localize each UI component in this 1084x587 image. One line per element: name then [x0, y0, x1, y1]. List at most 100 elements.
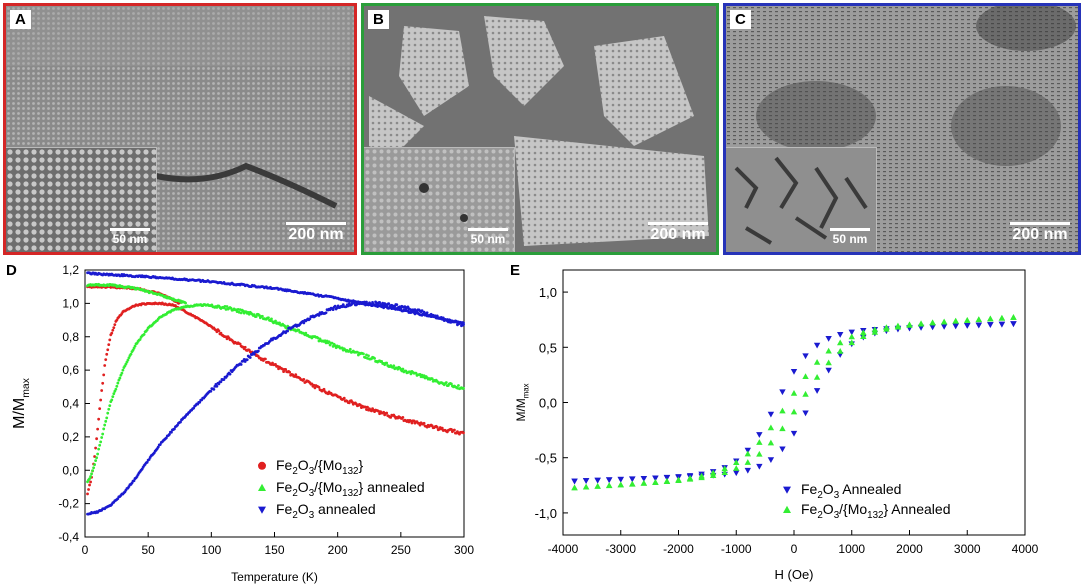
x-tick-label: 200 [328, 543, 348, 557]
data-point [664, 478, 670, 484]
data-point [583, 478, 589, 484]
data-point [106, 412, 109, 415]
data-point [814, 388, 820, 394]
data-point [104, 358, 107, 361]
data-point [367, 354, 370, 357]
legend-marker-1 [258, 484, 266, 491]
data-point [756, 451, 762, 457]
y-tick-label: 0,6 [62, 363, 79, 377]
y-tick-label: 0,4 [62, 397, 79, 411]
y-axis-label: M/Mmax [11, 377, 32, 429]
data-point [116, 382, 119, 385]
data-point [768, 457, 774, 463]
data-point [453, 429, 456, 432]
data-point [768, 412, 774, 418]
data-point [745, 468, 751, 474]
data-point [436, 426, 439, 429]
data-point [768, 440, 774, 446]
data-point [143, 333, 146, 336]
legend-label-1: Fe2O3/{Mo132} Annealed [801, 501, 950, 521]
y-tick-label: 1,2 [62, 263, 79, 277]
data-point [302, 321, 305, 324]
legend-label-0: Fe2O3 Annealed [801, 481, 901, 501]
y-tick-label: 0,2 [62, 430, 79, 444]
data-point [229, 373, 232, 376]
data-point [274, 320, 277, 323]
data-point [687, 476, 693, 482]
data-point [253, 353, 256, 356]
data-point [779, 389, 785, 395]
data-point [99, 440, 102, 443]
data-point [395, 303, 398, 306]
data-point [953, 323, 959, 329]
data-point [249, 356, 252, 359]
x-tick-label: 3000 [954, 542, 981, 556]
data-point [264, 358, 267, 361]
data-point [108, 404, 111, 407]
x-tick-label: 2000 [896, 542, 923, 556]
inset-a: 50 nm [6, 147, 157, 252]
data-point [745, 451, 751, 457]
data-point [118, 377, 121, 380]
data-point [257, 350, 260, 353]
data-point [941, 319, 947, 325]
data-point [112, 326, 115, 329]
x-tick-label: 300 [454, 543, 474, 557]
data-point [89, 481, 92, 484]
data-point [825, 359, 831, 365]
scale-bar-a: 200 nm [286, 222, 346, 244]
data-point [385, 362, 388, 365]
x-axis-label: H (Oe) [775, 567, 814, 582]
sem-panel-c: C 50 nm 200 nm [723, 3, 1081, 255]
y-tick-label: -0,4 [58, 530, 79, 544]
data-point [103, 364, 106, 367]
data-point [976, 316, 982, 322]
data-point [583, 484, 589, 490]
data-point [302, 378, 305, 381]
y-axis-label: M/Mmax [514, 383, 531, 421]
data-point [90, 472, 93, 475]
y-tick-label: 0,8 [62, 330, 79, 344]
data-point [362, 352, 365, 355]
y-tick-label: 0,0 [62, 463, 79, 477]
data-point [94, 459, 97, 462]
data-point [215, 385, 218, 388]
data-point [814, 343, 820, 349]
data-point [1010, 314, 1016, 320]
data-point [791, 409, 797, 415]
data-point [802, 410, 808, 416]
data-point [457, 384, 460, 387]
data-point [87, 488, 90, 491]
data-point [814, 359, 820, 365]
data-point [1010, 321, 1016, 327]
data-point [95, 437, 98, 440]
data-point [218, 329, 221, 332]
data-point [99, 399, 102, 402]
data-point [120, 372, 123, 375]
data-point [98, 407, 101, 410]
data-point [92, 466, 95, 469]
data-point [98, 444, 101, 447]
legend-marker-1 [783, 506, 791, 513]
legend-marker-0 [258, 462, 266, 470]
data-point [976, 323, 982, 329]
legend-marker-0 [783, 487, 791, 494]
legend-label-1: Fe2O3/{Mo132} annealed [276, 479, 425, 499]
data-point [802, 373, 808, 379]
data-point [100, 436, 103, 439]
data-point [606, 477, 612, 483]
data-point [104, 420, 107, 423]
data-point [101, 433, 104, 436]
x-tick-label: 0 [791, 542, 798, 556]
data-point [286, 330, 289, 333]
chart-e-hysteresis-loop: -4000 -3000 -2000 -1000 0 1000 2000 3000 4000-1,… [505, 262, 1065, 587]
plot-frame [563, 270, 1025, 535]
data-point [594, 478, 600, 484]
data-point [387, 302, 390, 305]
data-point [96, 428, 99, 431]
data-point [675, 477, 681, 483]
data-point [343, 397, 346, 400]
x-tick-label: -4000 [548, 542, 579, 556]
data-point [445, 381, 448, 384]
data-point [941, 324, 947, 330]
